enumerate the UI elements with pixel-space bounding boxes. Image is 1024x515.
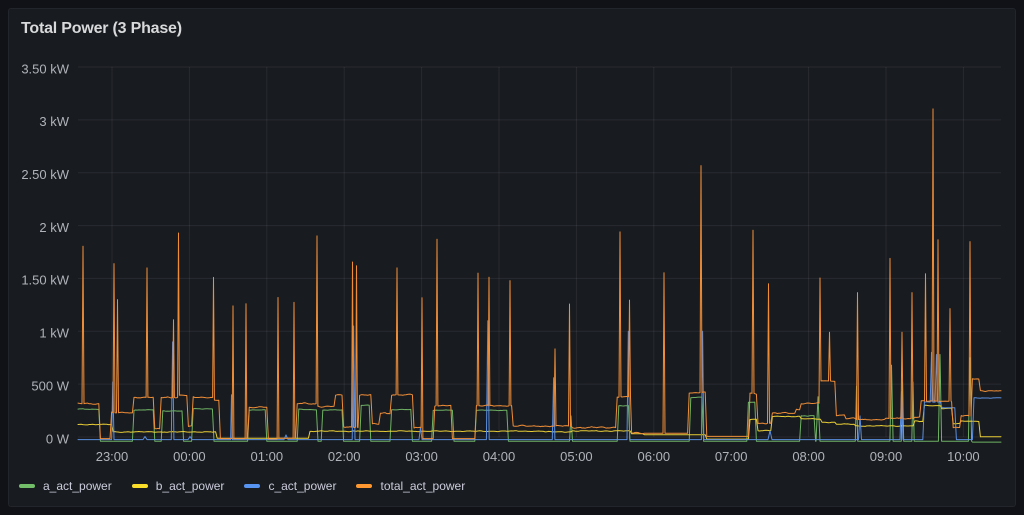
svg-text:00:00: 00:00: [173, 449, 206, 464]
svg-text:1.50 kW: 1.50 kW: [21, 273, 69, 288]
svg-text:23:00: 23:00: [96, 449, 129, 464]
svg-text:2.50 kW: 2.50 kW: [21, 167, 69, 182]
svg-text:09:00: 09:00: [870, 449, 903, 464]
svg-text:3.50 kW: 3.50 kW: [21, 61, 69, 76]
svg-text:08:00: 08:00: [792, 449, 825, 464]
svg-text:2 kW: 2 kW: [39, 220, 69, 235]
svg-text:02:00: 02:00: [328, 449, 361, 464]
svg-text:04:00: 04:00: [483, 449, 516, 464]
svg-text:03:00: 03:00: [405, 449, 438, 464]
svg-text:01:00: 01:00: [251, 449, 284, 464]
svg-text:10:00: 10:00: [947, 449, 980, 464]
svg-text:1 kW: 1 kW: [39, 326, 69, 341]
svg-text:07:00: 07:00: [715, 449, 748, 464]
svg-text:06:00: 06:00: [638, 449, 671, 464]
svg-text:0 W: 0 W: [46, 431, 70, 446]
svg-text:500 W: 500 W: [31, 378, 69, 393]
svg-text:05:00: 05:00: [560, 449, 593, 464]
svg-text:3 kW: 3 kW: [39, 114, 69, 129]
